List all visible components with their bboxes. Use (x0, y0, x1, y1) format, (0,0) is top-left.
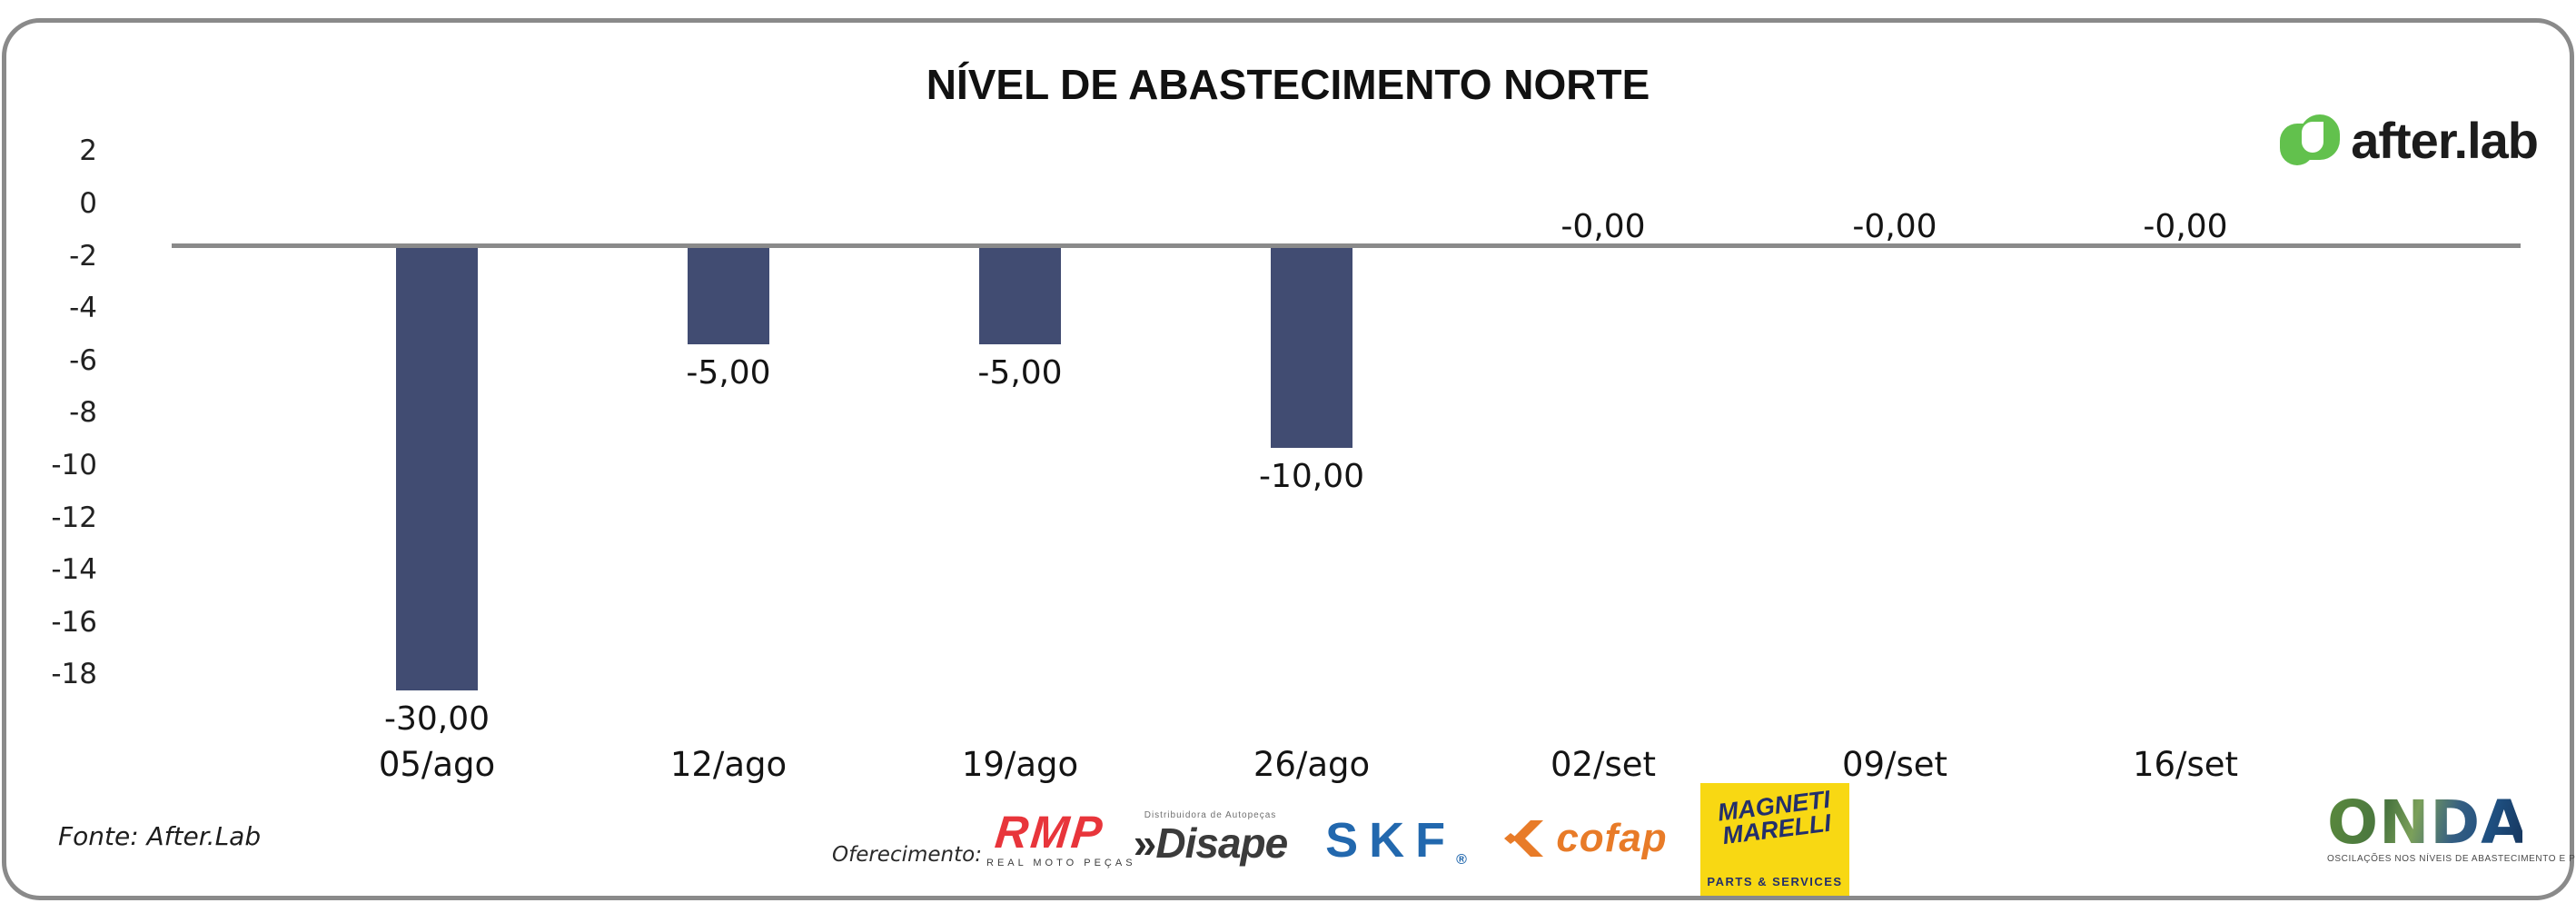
skf-logo: SKF® (1310, 816, 1482, 885)
sponsors-label: Oferecimento: (832, 843, 982, 867)
x-axis-label: 26/ago (1253, 745, 1371, 784)
bar (979, 248, 1061, 344)
magneti-marelli-logo: MAGNETI MARELLI PARTS & SERVICES (1700, 783, 1849, 896)
bar-value-label: -10,00 (1258, 458, 1365, 495)
afterlab-logo: after.lab (2280, 111, 2539, 170)
disape-wordmark: Disape (1155, 819, 1288, 867)
bar (396, 248, 478, 690)
x-axis-label: 02/set (1550, 745, 1657, 784)
cofap-arrow-icon (1504, 820, 1544, 857)
double-chevron-right-icon: » (1133, 819, 1157, 867)
cofap-logo: cofap (1497, 818, 1674, 859)
onda-tagline: OSCILAÇÕES NOS NÍVEIS DE ABASTECIMENTO E… (2327, 854, 2576, 864)
y-axis-tick-label: -18 (51, 658, 97, 691)
y-axis-tick-label: -16 (51, 605, 97, 639)
x-axis-label: 19/ago (961, 745, 1079, 784)
bar-value-label: -0,00 (1560, 208, 1646, 245)
onda-wordmark: ONDA (2327, 788, 2529, 858)
rmp-wordmark: RMP (992, 807, 1107, 858)
y-axis-tick-label: -4 (69, 292, 97, 325)
afterlab-leaf-icon (2280, 114, 2341, 167)
bar-value-label: -0,00 (2143, 208, 2228, 245)
y-axis-tick-label: -10 (51, 449, 97, 481)
x-axis-label: 09/set (1841, 745, 1948, 784)
registered-mark-icon: ® (1456, 852, 1467, 868)
x-axis-label: 12/ago (669, 745, 788, 784)
source-note: Fonte: After.Lab (58, 821, 262, 851)
afterlab-wordmark: after.lab (2351, 112, 2539, 169)
disape-subtitle: Distribuidora de Autopeças (1144, 810, 1277, 820)
bar (1271, 248, 1352, 448)
x-axis-label: 05/ago (378, 745, 496, 784)
x-axis-label: 16/set (2132, 745, 2239, 784)
rmp-subtitle: REAL MOTO PEÇAS (986, 858, 1136, 868)
skf-wordmark: SKF (1325, 813, 1457, 868)
magneti-subtitle: PARTS & SERVICES (1707, 875, 1843, 888)
y-axis-tick-label: -14 (51, 553, 97, 587)
rmp-logo: RMP REAL MOTO PEÇAS (986, 807, 1136, 868)
bar-value-label: -5,00 (686, 354, 771, 392)
bar (688, 248, 769, 344)
onda-logo: ONDA OSCILAÇÕES NOS NÍVEIS DE ABASTECIME… (2327, 788, 2576, 865)
cofap-wordmark: cofap (1556, 816, 1668, 860)
y-axis-tick-label: -8 (69, 396, 97, 430)
y-axis-tick-label: 0 (79, 187, 97, 220)
bar-value-label: -0,00 (1852, 208, 1937, 245)
bar-value-label: -5,00 (977, 354, 1063, 392)
y-axis-tick-label: 2 (79, 134, 97, 168)
y-axis-tick-label: -12 (51, 501, 97, 534)
y-axis-tick-label: -6 (69, 343, 97, 377)
disape-logo: Distribuidora de Autopeças »Disape (1126, 810, 1294, 866)
bar-value-label: -30,00 (383, 700, 490, 738)
chart-title: NÍVEL DE ABASTECIMENTO NORTE (926, 61, 1650, 108)
x-axis-baseline (172, 243, 2521, 248)
y-axis-tick-label: -2 (69, 239, 97, 273)
